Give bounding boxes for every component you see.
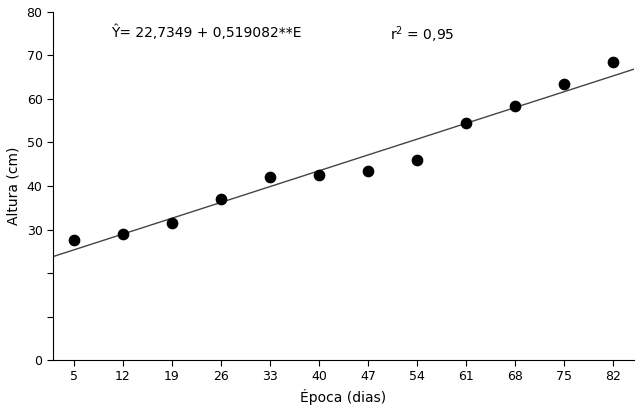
Point — [216, 196, 226, 202]
Text: r$^2$ = 0,95: r$^2$ = 0,95 — [390, 24, 454, 45]
Point — [510, 102, 520, 109]
Point — [265, 174, 275, 180]
Point — [167, 220, 177, 226]
Text: Ŷ= 22,7349 + 0,519082**E: Ŷ= 22,7349 + 0,519082**E — [111, 24, 301, 40]
X-axis label: Época (dias): Época (dias) — [301, 389, 387, 405]
Point — [314, 172, 324, 178]
Point — [412, 157, 422, 163]
Point — [608, 59, 618, 65]
Point — [118, 231, 128, 237]
Y-axis label: Altura (cm): Altura (cm) — [7, 147, 21, 225]
Point — [363, 168, 373, 174]
Point — [461, 119, 471, 126]
Point — [559, 80, 569, 87]
Point — [69, 237, 79, 244]
